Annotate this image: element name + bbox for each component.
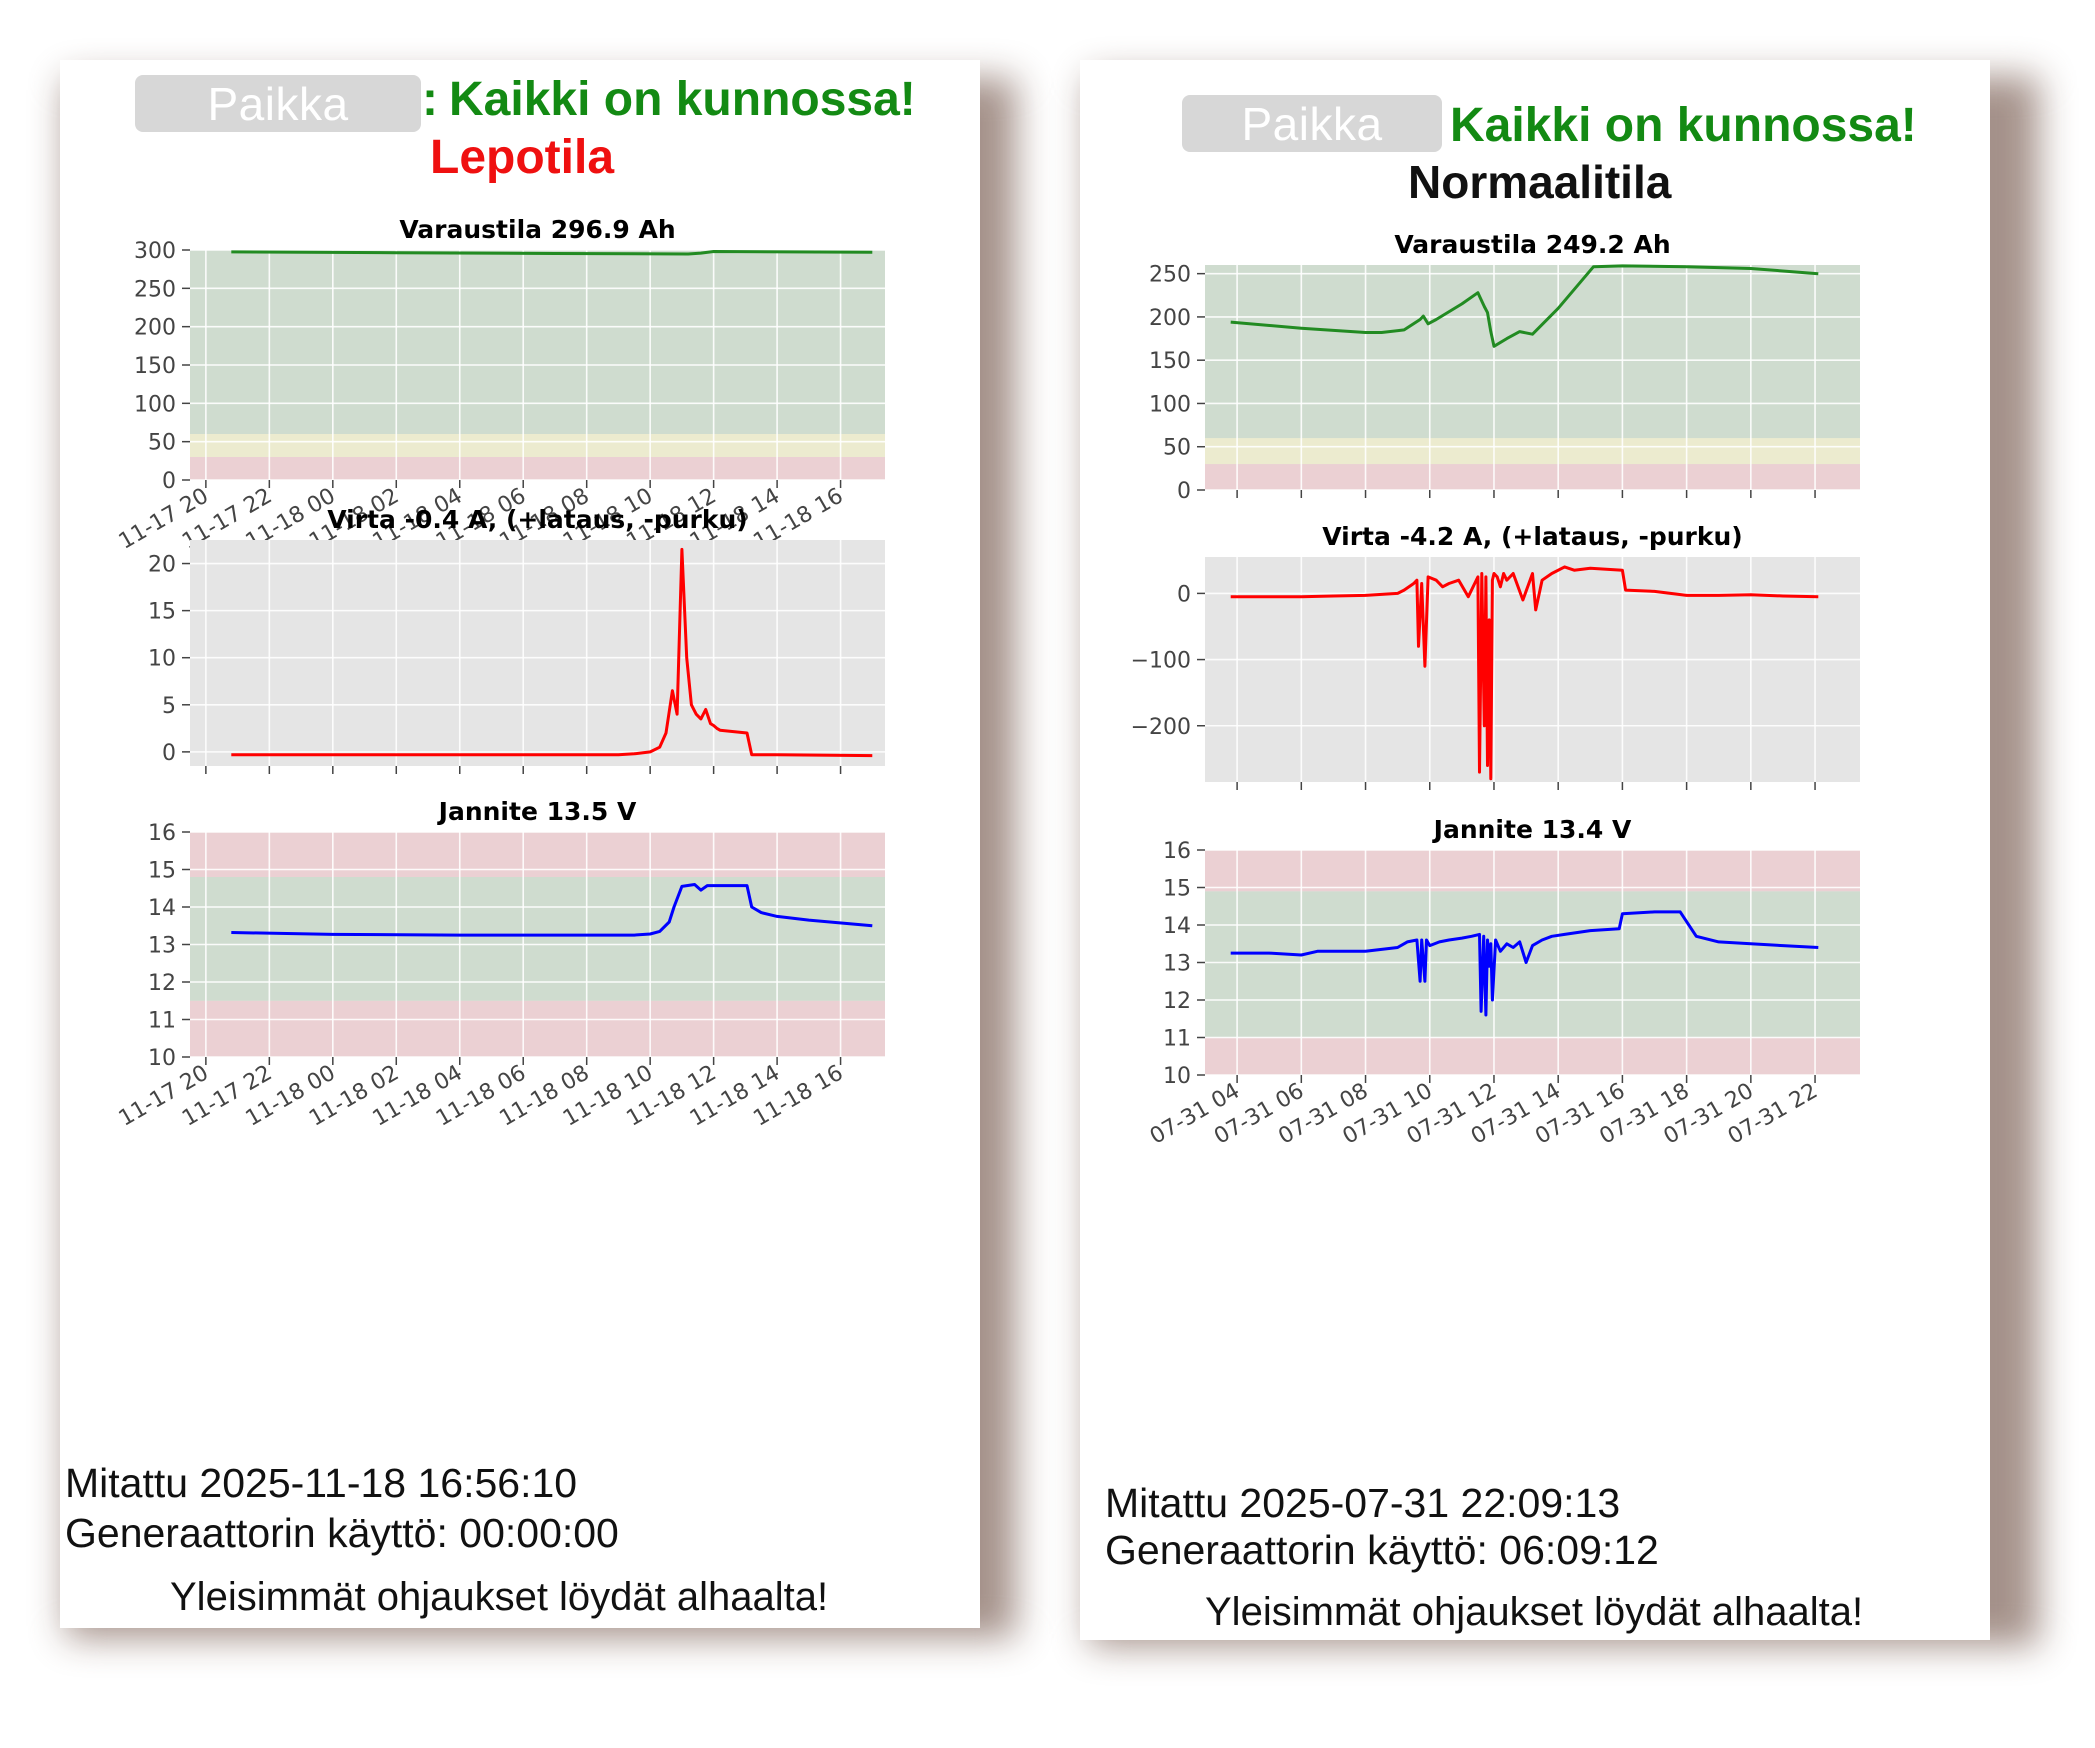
right-chart2-ytick-label-0: −200 xyxy=(1131,715,1191,740)
left-chart3-ytick-label-6: 16 xyxy=(148,821,176,846)
right-chart1-title: Varaustila 249.2 Ah xyxy=(1394,230,1670,259)
left-chart3-ytick-label-1: 11 xyxy=(148,1009,176,1034)
left-charts-svg: Varaustila 296.9 Ah05010015020025030011-… xyxy=(115,215,885,1132)
right-chart1-band-bad-0 xyxy=(1205,464,1860,490)
right-chart1-ytick-label-0: 0 xyxy=(1177,479,1191,504)
left-chart1-band-bad-0 xyxy=(190,457,885,480)
right-chart3-ytick-label-2: 12 xyxy=(1163,989,1191,1014)
right-generator-time: Generaattorin käyttö: 06:09:12 xyxy=(1105,1527,1659,1573)
right-footer-hint: Yleisimmät ohjaukset löydät alhaalta! xyxy=(1205,1590,1864,1634)
left-chart2-plot-area xyxy=(190,540,885,766)
right-chart3-ytick-label-5: 15 xyxy=(1163,877,1191,902)
right-chart1-ytick-label-2: 100 xyxy=(1149,392,1191,417)
right-mode-text: Normaalitila xyxy=(1408,156,1672,208)
left-chart1-band-ok-2 xyxy=(190,250,885,434)
right-chart1: Varaustila 249.2 Ah 0 50 100 150 200 250 xyxy=(1149,230,1860,504)
left-separator: : xyxy=(422,73,438,126)
right-chart3-ytick-label-1: 11 xyxy=(1163,1027,1191,1052)
right-chart1-ytick-label-4: 200 xyxy=(1149,306,1191,331)
right-chart1-series-0-line xyxy=(1230,264,1819,348)
left-chart3-ytick-label-5: 15 xyxy=(148,859,176,884)
right-chart3-ytick-label-4: 14 xyxy=(1163,914,1191,939)
left-chart1-series-0-line xyxy=(231,250,873,256)
right-chart1-ytick-label-1: 50 xyxy=(1163,436,1191,461)
left-chart3-band-bad-0 xyxy=(190,1000,885,1057)
right-status-text: Kaikki on kunnossa! xyxy=(1450,99,1917,152)
right-chart2-plot-area xyxy=(1205,557,1860,782)
left-place-label: Paikka xyxy=(135,75,421,132)
left-chart3-ytick-label-0: 10 xyxy=(148,1046,176,1071)
right-chart3-ytick-label-6: 16 xyxy=(1163,839,1191,864)
left-chart3-ytick-label-3: 13 xyxy=(148,934,176,959)
right-chart3-ytick-label-0: 10 xyxy=(1163,1064,1191,1089)
right-chart2-series-0-line xyxy=(1230,565,1819,781)
left-chart1-band-warn-1 xyxy=(190,434,885,457)
right-charts-svg: Varaustila 249.2 Ah050100150200250Virta … xyxy=(1131,230,1860,1150)
right-chart1-band-ok-2 xyxy=(1205,265,1860,439)
left-chart2-ytick-label-1: 5 xyxy=(162,694,176,719)
left-mode-text: Lepotila xyxy=(430,131,615,184)
left-chart1-ytick-label-2: 100 xyxy=(134,392,176,417)
left-generator-time: Generaattorin käyttö: 00:00:00 xyxy=(65,1510,619,1556)
right-chart2: Virta -4.2 A, (+lataus, -purku) −200 −100 0 xyxy=(1131,522,1860,790)
right-chart3-title: Jannite 13.4 V xyxy=(1432,815,1632,844)
left-measured-time: Mitattu 2025-11-18 16:56:10 xyxy=(65,1460,578,1506)
left-chart1-ytick-label-5: 250 xyxy=(134,277,176,302)
left-chart3-series-0-line xyxy=(231,883,873,937)
right-chart3-band-bad-2 xyxy=(1205,850,1860,892)
left-chart2-ytick-label-0: 0 xyxy=(162,741,176,766)
left-chart3-title: Jannite 13.5 V xyxy=(437,797,637,826)
right-chart1-ytick-label-3: 150 xyxy=(1149,349,1191,374)
right-card: Paikka Kaikki on kunnossa! Normaalitila … xyxy=(1080,60,1990,1640)
left-chart3-band-ok-1 xyxy=(190,877,885,1001)
left-chart2-ytick-label-4: 20 xyxy=(148,553,176,578)
left-chart1: Varaustila 296.9 Ah05010015020025030011-… xyxy=(115,215,885,555)
right-chart2-ytick-label-2: 0 xyxy=(1177,582,1191,607)
right-chart2-title: Virta -4.2 A, (+lataus, -purku) xyxy=(1322,522,1742,551)
right-place-label: Paikka xyxy=(1182,95,1442,152)
left-status-text: Kaikki on kunnossa! xyxy=(449,73,916,126)
right-chart3-band-bad-0 xyxy=(1205,1037,1860,1075)
right-chart3-series-0-line xyxy=(1230,910,1819,1017)
left-chart2: Virta -0.4 A, (+lataus, -purku) 0 5 10 15 20 xyxy=(148,505,885,774)
right-chart3-band-ok-1 xyxy=(1205,891,1860,1038)
right-chart1-band-warn-1 xyxy=(1205,438,1860,465)
left-chart2-title: Virta -0.4 A, (+lataus, -purku) xyxy=(327,505,747,534)
left-card: Paikka : Kaikki on kunnossa! Lepotila Va… xyxy=(60,60,980,1628)
right-chart2-ytick-label-1: −100 xyxy=(1131,649,1191,674)
left-chart3-ytick-label-4: 14 xyxy=(148,896,176,921)
left-chart1-ytick-label-0: 0 xyxy=(162,469,176,494)
left-chart1-ytick-label-6: 300 xyxy=(134,239,176,264)
right-measured-time: Mitattu 2025-07-31 22:09:13 xyxy=(1105,1480,1621,1526)
left-chart1-ytick-label-4: 200 xyxy=(134,316,176,341)
left-chart1-ytick-label-1: 50 xyxy=(148,431,176,456)
left-chart1-ytick-label-3: 150 xyxy=(134,354,176,379)
right-chart3-ytick-label-3: 13 xyxy=(1163,952,1191,977)
right-chart1-ytick-label-5: 250 xyxy=(1149,263,1191,288)
left-chart3-ytick-label-2: 12 xyxy=(148,971,176,996)
left-chart2-ytick-label-3: 15 xyxy=(148,600,176,625)
left-chart2-ytick-label-2: 10 xyxy=(148,647,176,672)
left-footer-hint: Yleisimmät ohjaukset löydät alhaalta! xyxy=(170,1575,829,1619)
left-chart1-title: Varaustila 296.9 Ah xyxy=(399,215,675,244)
left-chart2-series-0-line xyxy=(231,547,873,758)
